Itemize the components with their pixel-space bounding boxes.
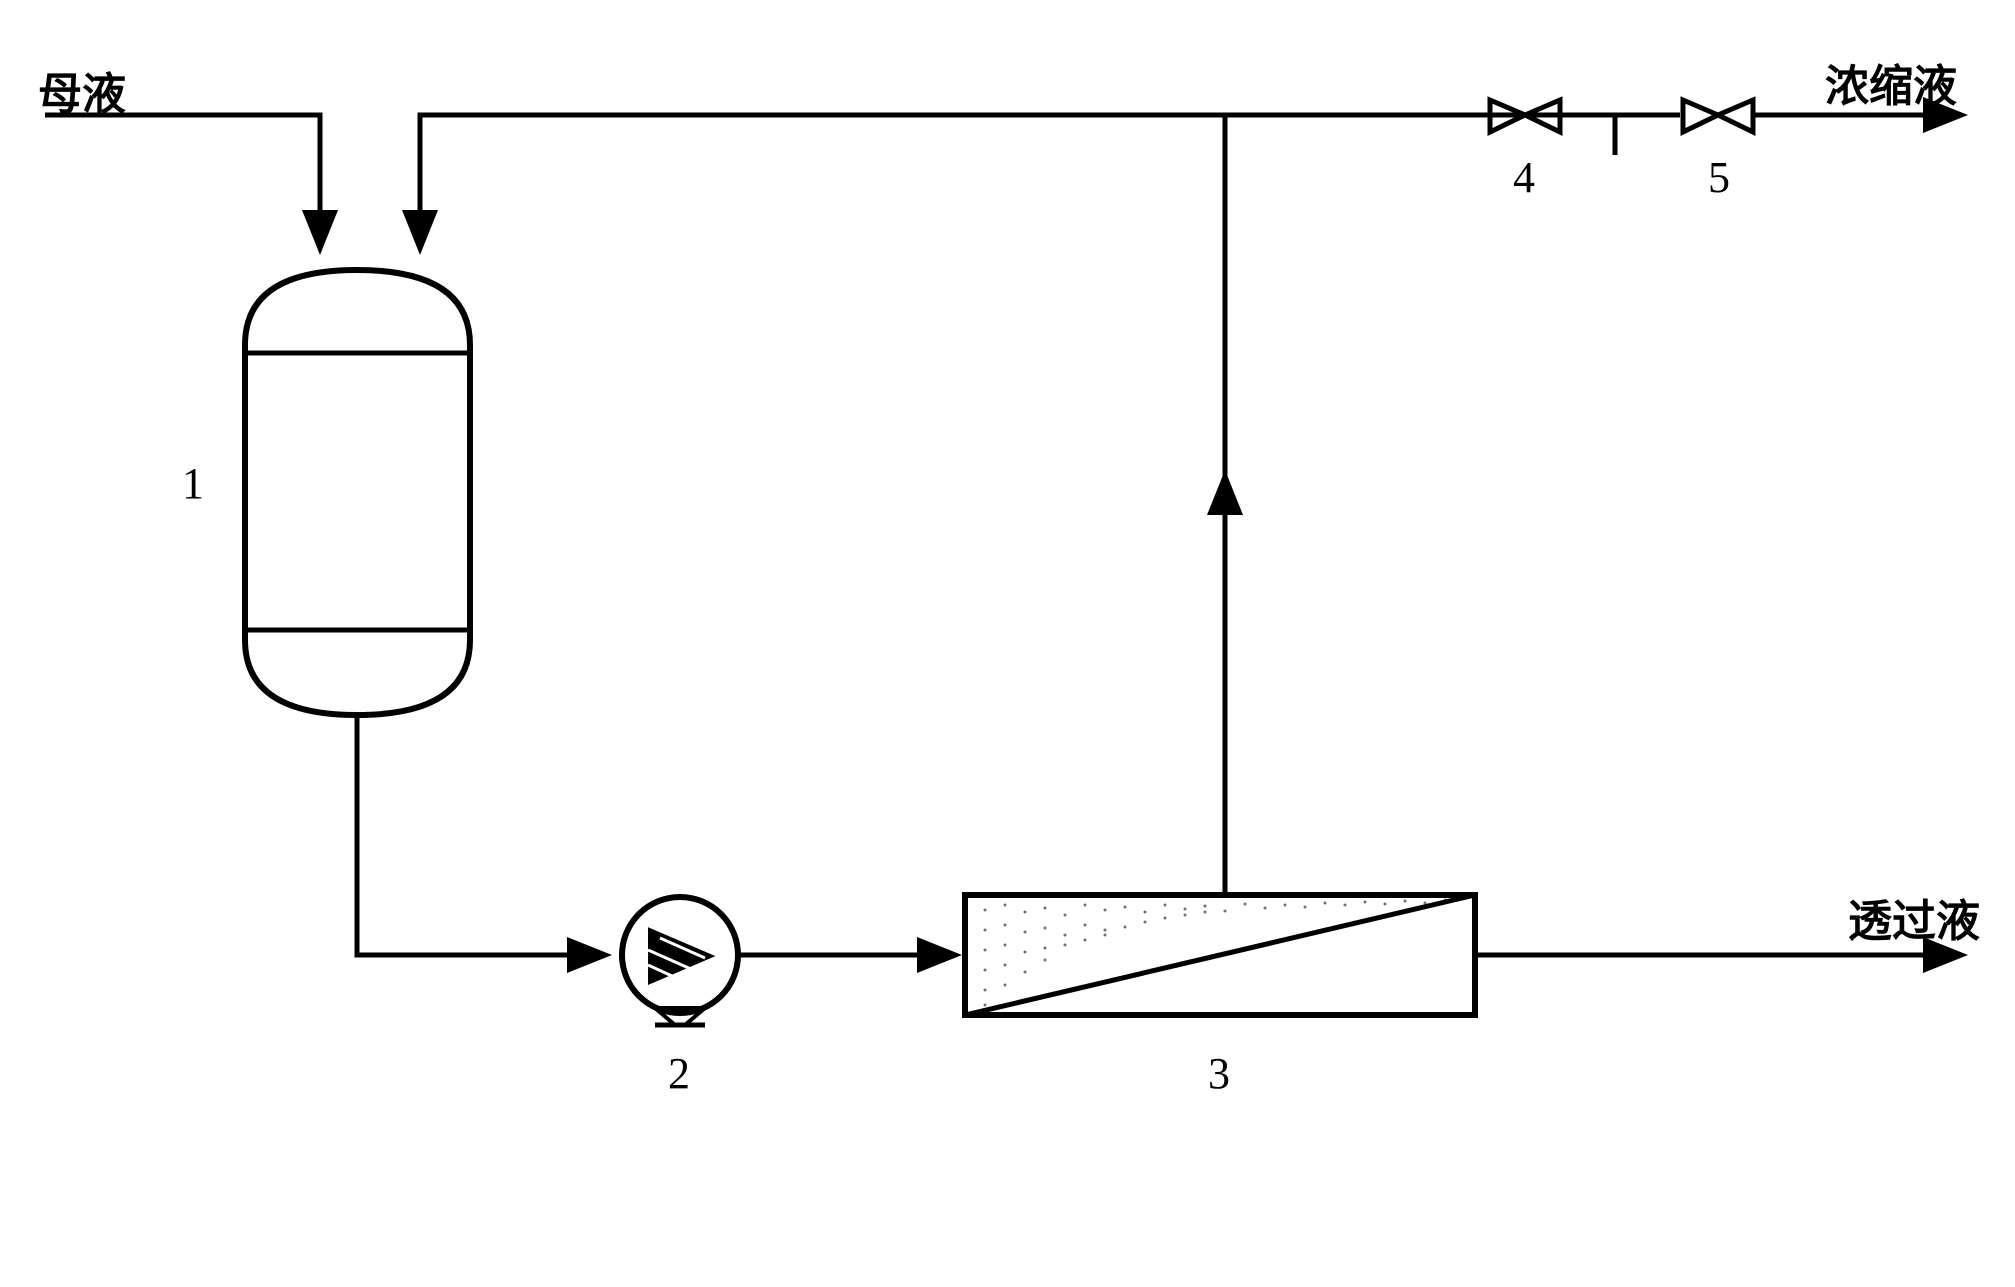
concentrate-label: 浓缩液	[1825, 50, 1957, 114]
valve2-number: 5	[1708, 152, 1730, 203]
membrane-number: 3	[1208, 1048, 1230, 1099]
edge-feed-to-tank	[45, 115, 338, 255]
edge-pump-to-membrane	[738, 937, 962, 973]
tank-node	[245, 270, 470, 715]
edge-membrane-to-tee	[1207, 115, 1615, 895]
tank-number: 1	[182, 458, 204, 509]
valve2-node	[1683, 100, 1753, 132]
membrane-node	[965, 895, 1475, 1015]
feed-label: 母液	[38, 58, 126, 122]
pump-number: 2	[668, 1048, 690, 1099]
pump-node	[622, 897, 738, 1025]
permeate-label: 透过液	[1848, 885, 1980, 949]
edge-return-to-tank	[402, 115, 1488, 255]
edge-tank-to-pump	[357, 715, 612, 973]
valve1-number: 4	[1513, 152, 1535, 203]
